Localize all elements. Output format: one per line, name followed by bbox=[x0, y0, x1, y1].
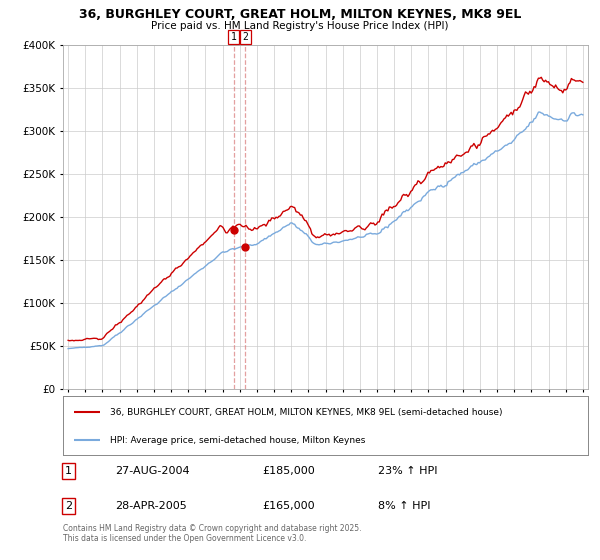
Text: 2: 2 bbox=[242, 32, 248, 42]
Text: 23% ↑ HPI: 23% ↑ HPI bbox=[378, 466, 437, 476]
Text: 36, BURGHLEY COURT, GREAT HOLM, MILTON KEYNES, MK8 9EL (semi-detached house): 36, BURGHLEY COURT, GREAT HOLM, MILTON K… bbox=[110, 408, 503, 417]
Text: £165,000: £165,000 bbox=[263, 501, 315, 511]
Text: 1: 1 bbox=[65, 466, 72, 476]
Text: 36, BURGHLEY COURT, GREAT HOLM, MILTON KEYNES, MK8 9EL: 36, BURGHLEY COURT, GREAT HOLM, MILTON K… bbox=[79, 8, 521, 21]
Text: £185,000: £185,000 bbox=[263, 466, 315, 476]
Point bbox=[229, 226, 239, 235]
Text: Contains HM Land Registry data © Crown copyright and database right 2025.
This d: Contains HM Land Registry data © Crown c… bbox=[63, 524, 361, 543]
Text: 28-APR-2005: 28-APR-2005 bbox=[115, 501, 187, 511]
Point bbox=[241, 242, 250, 251]
Text: HPI: Average price, semi-detached house, Milton Keynes: HPI: Average price, semi-detached house,… bbox=[110, 436, 365, 445]
Text: 2: 2 bbox=[65, 501, 72, 511]
Text: Price paid vs. HM Land Registry's House Price Index (HPI): Price paid vs. HM Land Registry's House … bbox=[151, 21, 449, 31]
Text: 1: 1 bbox=[231, 32, 236, 42]
Text: 27-AUG-2004: 27-AUG-2004 bbox=[115, 466, 190, 476]
Text: 8% ↑ HPI: 8% ↑ HPI bbox=[378, 501, 431, 511]
